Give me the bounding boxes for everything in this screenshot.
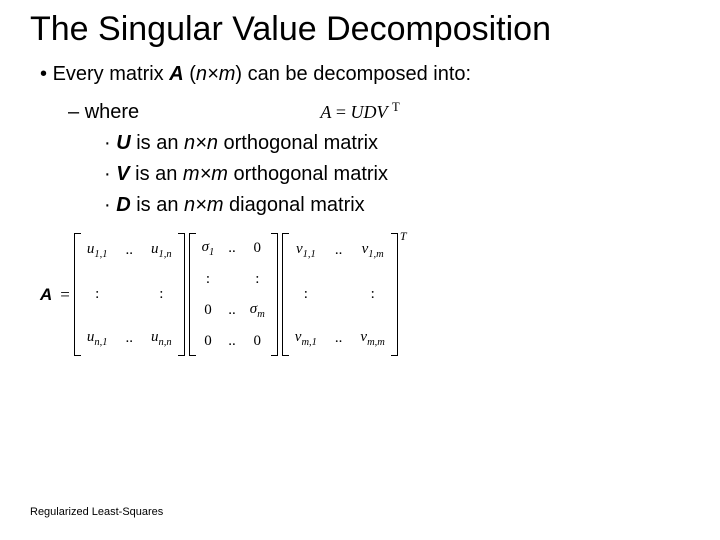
U-dim: n×n [184, 132, 218, 154]
text: ( [184, 63, 196, 85]
U-var: U [116, 132, 130, 154]
U-vdots: : [159, 286, 163, 303]
text: is an [131, 194, 184, 216]
V-vdots: : [371, 286, 375, 303]
D-dots: .. [228, 240, 236, 257]
V-m1: vm,1 [295, 329, 317, 348]
U-nn: un,n [151, 329, 172, 348]
V-var: V [116, 163, 129, 185]
matrix-equation: A = u1,1 .. u1,n : : un,1 .. un,n σ1 . [40, 233, 690, 356]
D-vdots: : [206, 271, 210, 288]
V-content: v1,1 .. v1,m : : vm,1 .. vm,m [289, 233, 391, 356]
V-1m: v1,m [362, 241, 384, 260]
slide: The Singular Value Decomposition Every m… [0, 0, 720, 540]
U-11: u1,1 [87, 241, 108, 260]
D-sigma1: σ1 [202, 239, 215, 258]
bracket-left-icon [282, 233, 289, 356]
D-vdots: : [255, 271, 259, 288]
D-0: 0 [254, 240, 262, 257]
D-sigmam: σm [250, 301, 265, 320]
D-content: σ1 .. 0 : : 0 .. σm 0 .. 0 [196, 233, 271, 356]
footer-text: Regularized Least-Squares [30, 506, 163, 518]
D-0: 0 [204, 333, 212, 350]
bullet-D: D is an n×m diagonal matrix [104, 192, 690, 219]
D-dots: .. [228, 302, 236, 319]
D-dim: n×m [184, 194, 223, 216]
V-mm: vm,m [360, 329, 384, 348]
V-vdots: : [304, 286, 308, 303]
big-equals: = [60, 285, 70, 305]
U-matrix: u1,1 .. u1,n : : un,1 .. un,n [74, 233, 185, 356]
text: ) can be decomposed into: [235, 63, 471, 85]
text: orthogonal matrix [228, 163, 388, 185]
big-A: A [40, 285, 52, 305]
bracket-right-icon [178, 233, 185, 356]
transpose-T: T [400, 229, 407, 244]
D-var: D [116, 194, 130, 216]
U-content: u1,1 .. u1,n : : un,1 .. un,n [81, 233, 178, 356]
bracket-right-icon [391, 233, 398, 356]
bullet-intro: Every matrix A (n×m) can be decomposed i… [40, 63, 690, 86]
U-vdots: : [95, 286, 99, 303]
U-dots: .. [126, 242, 134, 259]
U-n1: un,1 [87, 329, 108, 348]
V-matrix: v1,1 .. v1,m : : vm,1 .. vm,m [282, 233, 398, 356]
bullet-U: U is an n×n orthogonal matrix [104, 130, 690, 157]
D-0: 0 [204, 302, 212, 319]
U-dots: .. [126, 330, 134, 347]
eq-transpose: T [392, 100, 400, 114]
V-11: v1,1 [296, 241, 316, 260]
bracket-left-icon [189, 233, 196, 356]
bracket-right-icon [271, 233, 278, 356]
text: diagonal matrix [224, 194, 365, 216]
text: is an [130, 163, 183, 185]
bracket-left-icon [74, 233, 81, 356]
text: Every matrix [53, 63, 170, 85]
V-dim: m×m [183, 163, 228, 185]
slide-title: The Singular Value Decomposition [30, 10, 690, 49]
text: is an [131, 132, 184, 154]
D-dots: .. [228, 333, 236, 350]
U-1n: u1,n [151, 241, 172, 260]
dim-nxm: n×m [196, 63, 235, 85]
eq-equals: = [331, 102, 350, 122]
eq-A: A [320, 102, 331, 122]
D-0: 0 [254, 333, 262, 350]
eq-UDV: UDV [350, 102, 387, 122]
text: orthogonal matrix [218, 132, 378, 154]
V-dots: .. [335, 330, 343, 347]
V-dots: .. [335, 242, 343, 259]
bullet-V: V is an m×m orthogonal matrix [104, 161, 690, 188]
D-matrix: σ1 .. 0 : : 0 .. σm 0 .. 0 [189, 233, 278, 356]
matrix-A: A [169, 63, 183, 85]
where-label: where [85, 101, 139, 123]
